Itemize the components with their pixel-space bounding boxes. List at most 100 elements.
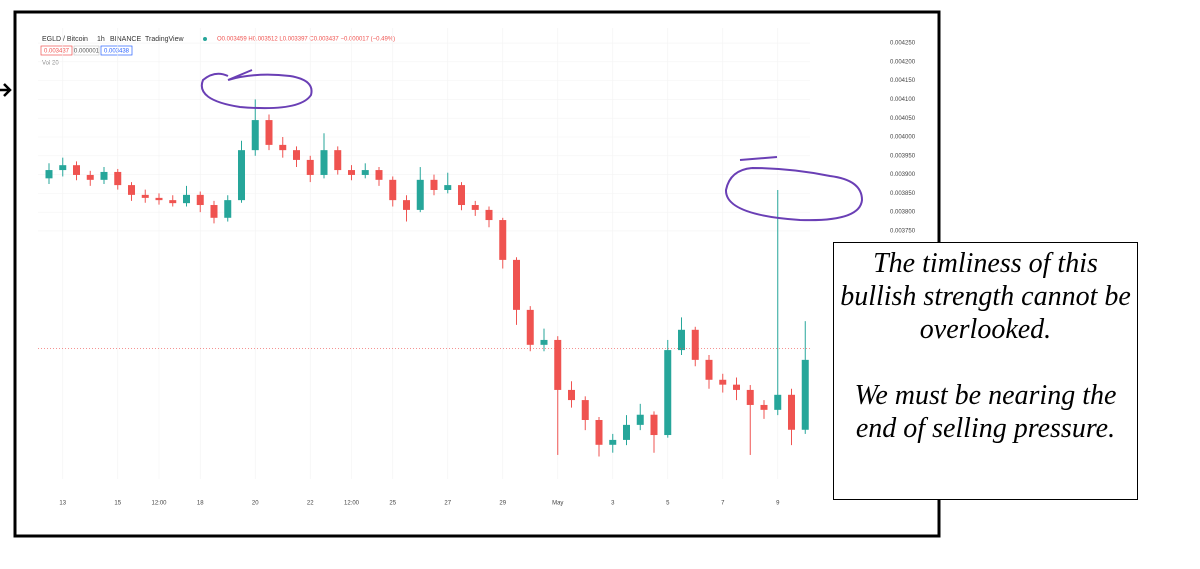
candle-body bbox=[45, 170, 53, 179]
price-box-label: 0.003438 bbox=[104, 49, 130, 55]
x-tick-label: 9 bbox=[776, 501, 780, 507]
x-tick-label: 13 bbox=[59, 501, 66, 507]
candle-body bbox=[389, 179, 397, 201]
x-tick-label: 15 bbox=[114, 501, 121, 507]
candle-body bbox=[86, 174, 94, 180]
symbol: EGLD / Bitcoin bbox=[42, 36, 88, 43]
candle-body bbox=[141, 194, 149, 198]
x-tick-label: 29 bbox=[499, 501, 506, 507]
candle-body bbox=[114, 171, 122, 186]
source: TradingView bbox=[145, 36, 184, 43]
candle-body bbox=[595, 419, 603, 445]
candle-body bbox=[416, 179, 424, 210]
candle-body bbox=[760, 404, 768, 410]
candle-body bbox=[513, 259, 520, 310]
price-box bbox=[40, 45, 73, 56]
candle-body bbox=[251, 120, 259, 151]
candle-body bbox=[458, 185, 465, 206]
candle-body bbox=[801, 359, 809, 430]
annotation-text: The timliness of this bullish strength c… bbox=[840, 248, 1131, 345]
x-tick-label: 22 bbox=[307, 501, 314, 507]
candle-body bbox=[444, 185, 452, 190]
candle-body bbox=[169, 200, 177, 204]
ohlc-legend: O0.003459 H0.003512 L0.003397 C0.003437 … bbox=[217, 37, 395, 43]
candle-body bbox=[485, 209, 493, 221]
plot: 0.003750 0.003800 0.003850 0.003900 0.003950… bbox=[38, 28, 916, 507]
candle-body bbox=[361, 170, 369, 175]
candle-body bbox=[526, 309, 534, 345]
candle-body bbox=[746, 389, 754, 405]
x-tick-label: 27 bbox=[444, 501, 451, 507]
candle-body bbox=[788, 394, 795, 430]
highlight-circle bbox=[200, 69, 313, 110]
candle-body bbox=[733, 384, 740, 390]
price-box bbox=[73, 45, 100, 56]
candle-body bbox=[609, 439, 617, 445]
candle-body bbox=[650, 414, 658, 436]
exchange: BINANCE bbox=[110, 36, 141, 43]
candle-body bbox=[334, 150, 342, 171]
y-tick-label: 0.003900 bbox=[890, 172, 916, 178]
candle-body bbox=[664, 350, 672, 436]
volume-label: Vol 20 bbox=[42, 61, 59, 67]
candle-body bbox=[705, 359, 713, 380]
candle-body bbox=[636, 414, 644, 425]
y-tick-label: 0.004000 bbox=[890, 135, 916, 141]
annotation-box: The timliness of this bullish strength c… bbox=[833, 242, 1138, 500]
y-tick-label: 0.003850 bbox=[890, 191, 916, 197]
y-tick-label: 0.003750 bbox=[890, 229, 916, 235]
candle-body bbox=[238, 150, 245, 201]
candle-body bbox=[678, 329, 685, 351]
candle-body bbox=[279, 144, 287, 151]
y-tick-label: 0.004150 bbox=[890, 78, 916, 84]
candle-body bbox=[224, 200, 232, 218]
candle-body bbox=[348, 170, 355, 175]
status-dot bbox=[203, 37, 207, 41]
y-tick-label: 0.004250 bbox=[890, 41, 916, 47]
candle-body bbox=[403, 200, 410, 210]
candle-body bbox=[581, 400, 589, 420]
x-tick-label: 25 bbox=[389, 501, 396, 507]
y-tick-label: 0.003800 bbox=[890, 210, 916, 216]
candle-body bbox=[430, 179, 438, 190]
candle-body bbox=[774, 394, 782, 410]
candle-body bbox=[59, 165, 67, 171]
candle-body bbox=[128, 185, 135, 195]
candle-body bbox=[554, 339, 562, 390]
annotation-text: We must be nearing the end of selling pr… bbox=[854, 380, 1117, 444]
y-tick-label: 0.004050 bbox=[890, 116, 916, 122]
candle-body bbox=[499, 220, 507, 260]
x-tick-label: May bbox=[552, 501, 563, 507]
y-tick-label: 0.003950 bbox=[890, 153, 916, 159]
candle-body bbox=[293, 150, 300, 160]
x-tick-label: 18 bbox=[197, 501, 204, 507]
candle-body bbox=[73, 165, 80, 175]
y-tick-label: 0.004100 bbox=[890, 97, 916, 103]
candle-body bbox=[540, 339, 548, 345]
arrow bbox=[0, 83, 12, 97]
candle-body bbox=[623, 424, 630, 440]
price-box-label: 0.000001 bbox=[74, 49, 100, 55]
candle-body bbox=[183, 194, 190, 204]
candle-body bbox=[471, 205, 479, 210]
candle-body bbox=[719, 379, 727, 385]
candle-body bbox=[210, 205, 218, 218]
x-tick-label: 7 bbox=[721, 501, 725, 507]
price-box-label: 0.003437 bbox=[44, 49, 70, 55]
candle-body bbox=[155, 197, 163, 201]
candle-body bbox=[375, 170, 383, 180]
candle-body bbox=[100, 171, 108, 180]
x-tick-label: 12:00 bbox=[344, 501, 360, 507]
candle-body bbox=[691, 329, 699, 360]
frame bbox=[13, 10, 941, 538]
candle-body bbox=[265, 120, 273, 145]
candle-body bbox=[320, 150, 328, 175]
x-tick-label: 20 bbox=[252, 501, 259, 507]
candle-body bbox=[196, 194, 204, 206]
y-tick-label: 0.004200 bbox=[890, 59, 916, 65]
x-tick-label: 3 bbox=[611, 501, 615, 507]
x-tick-label: 5 bbox=[666, 501, 670, 507]
candle-body bbox=[306, 159, 314, 175]
